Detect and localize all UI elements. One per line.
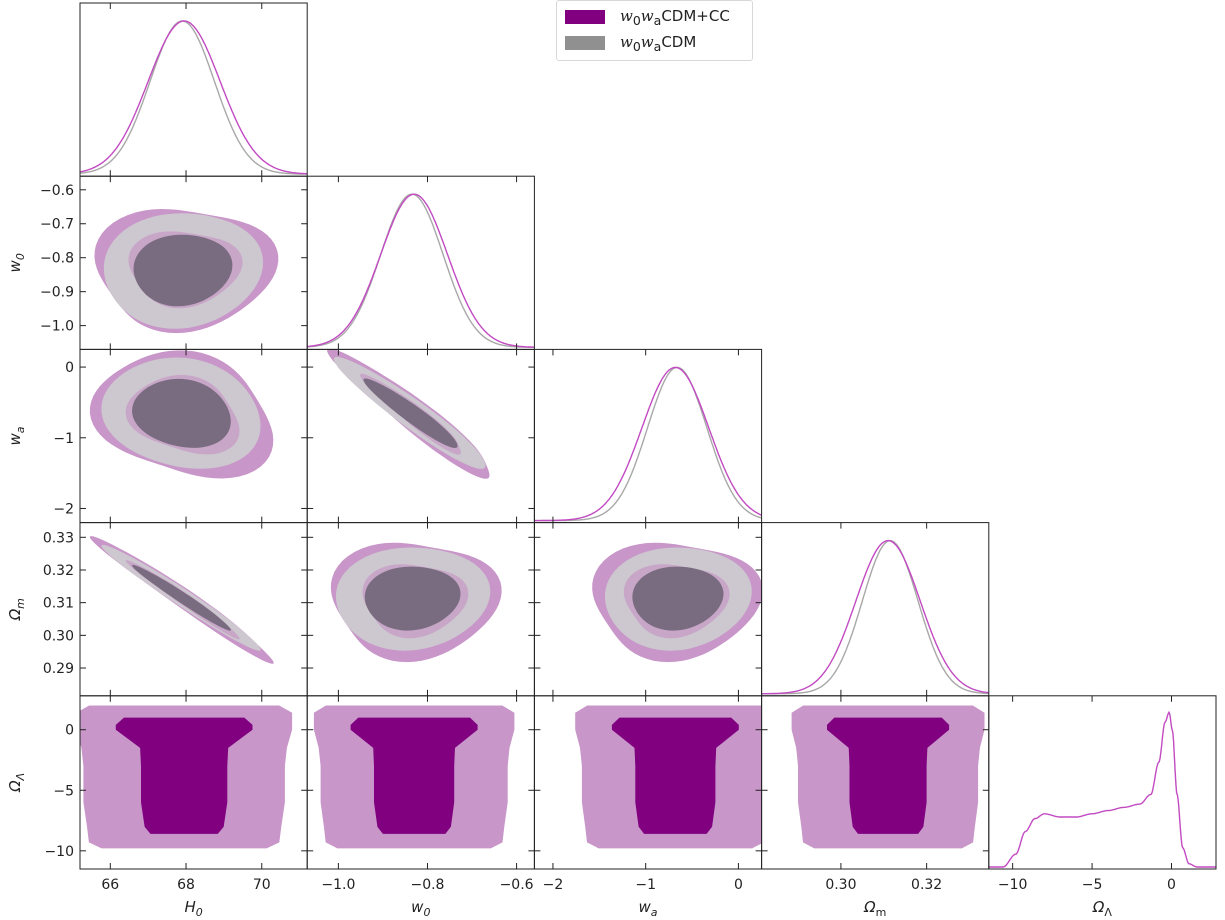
legend-label-cc: w0waCDM+CC xyxy=(620,6,730,28)
x-tick-label-wa: −1 xyxy=(635,877,656,893)
x-tick-label-H0: 70 xyxy=(253,877,271,893)
x-tick-label-OL: −5 xyxy=(1082,877,1103,893)
x-tick-label-wa: 0 xyxy=(734,877,743,893)
x-axis-label-w0: w0 xyxy=(411,898,430,919)
marginal-curve-w0waCDM+CC xyxy=(534,366,762,522)
contour-Om-vs-w0 xyxy=(330,542,502,663)
contour-w0-vs-H0 xyxy=(94,209,279,334)
ticks-layer xyxy=(80,3,1173,869)
legend-item-cc: w0waCDM+CC xyxy=(565,6,730,28)
x-axis-label-sub: 0 xyxy=(423,906,430,919)
x-tick-label-Om: 0.32 xyxy=(911,877,942,893)
legend-item-base: w0waCDM xyxy=(565,32,697,54)
marginal-curve-w0waCDM xyxy=(307,193,535,348)
y-tick-label-Om: 0.33 xyxy=(43,530,74,546)
x-axis-label-Om: Ωm xyxy=(863,898,886,919)
contour-Om-vs-wa xyxy=(592,542,762,663)
frames-layer xyxy=(79,2,1217,870)
y-tick-label-wa: −1 xyxy=(53,431,74,447)
x-tick-label-OL: 0 xyxy=(1167,877,1176,893)
y-tick-label-OL: 0 xyxy=(65,723,74,739)
y-tick-label-wa: −2 xyxy=(53,501,74,517)
contour-wa-vs-H0 xyxy=(89,350,274,479)
contour-68-w0waCDM xyxy=(133,234,233,307)
x-tick-label-OL: −10 xyxy=(998,877,1028,893)
marginal-curve-w0waCDM+CC xyxy=(80,20,308,175)
marginal-curve-w0waCDM+CC xyxy=(307,193,535,348)
contour-68-w0waCDM xyxy=(132,564,231,631)
y-tick-label-w0: −0.9 xyxy=(40,285,74,301)
y-tick-label-Om: 0.30 xyxy=(43,628,74,644)
marginal-curve-w0waCDM xyxy=(534,366,762,522)
x-axis-label-sub: a xyxy=(651,906,658,919)
y-tick-label-OL: −10 xyxy=(44,844,74,860)
x-axis-label-H0: H0 xyxy=(184,898,202,919)
contour-OL-vs-H0 xyxy=(80,705,293,849)
contour-OL-vs-w0 xyxy=(313,705,515,849)
x-axis-label-wa: wa xyxy=(638,898,657,919)
contour-OL-vs-Om xyxy=(791,705,985,849)
y-tick-label-w0: −0.8 xyxy=(40,251,74,267)
contour-68-w0waCDM+CC xyxy=(827,717,950,834)
panel-frame-w0-w0 xyxy=(306,175,535,350)
y-axis-label-sub: 0 xyxy=(14,253,27,260)
contour-wa-vs-w0 xyxy=(327,349,490,479)
y-axis-label-sub: Λ xyxy=(14,773,27,782)
y-tick-label-Om: 0.32 xyxy=(43,563,74,579)
x-tick-label-w0: −1.0 xyxy=(321,877,355,893)
legend-label-base: w0waCDM xyxy=(620,32,697,54)
legend-swatch-base xyxy=(565,36,605,50)
x-tick-label-wa: −2 xyxy=(543,877,564,893)
contour-68-w0waCDM xyxy=(632,566,724,631)
marginal-curve-w0waCDM+CC xyxy=(988,710,1216,868)
contour-68-w0waCDM+CC xyxy=(611,717,739,834)
contour-68-w0waCDM xyxy=(363,378,458,448)
contour-OL-vs-wa xyxy=(575,705,762,849)
x-tick-label-H0: 68 xyxy=(177,877,195,893)
contour-68-w0waCDM+CC xyxy=(350,717,478,834)
x-tick-label-w0: −0.6 xyxy=(500,877,534,893)
y-tick-label-w0: −1.0 xyxy=(40,319,74,335)
marginal-curve-w0waCDM xyxy=(80,20,308,175)
x-tick-label-H0: 66 xyxy=(101,877,119,893)
contour-68-w0waCDM xyxy=(364,566,461,631)
contour-Om-vs-H0 xyxy=(89,536,274,664)
y-axis-label-wa: wa xyxy=(6,426,27,445)
panel-frame-OL-OL xyxy=(988,695,1217,870)
contour-68-w0waCDM xyxy=(132,378,231,448)
legend-swatch-cc xyxy=(565,10,605,24)
panel-frame-wa-wa xyxy=(533,348,763,524)
legend: w0waCDM+CC w0waCDM xyxy=(556,0,753,61)
y-axis-label-sub: m xyxy=(14,598,27,609)
marginal-Om xyxy=(761,539,989,695)
x-axis-label-sub: m xyxy=(876,906,887,919)
x-axis-label-sub: Λ xyxy=(1104,906,1112,919)
marginal-curve-w0waCDM+CC xyxy=(761,539,989,695)
y-axis-label-w0: w0 xyxy=(6,253,27,272)
panel-frame-Om-Om xyxy=(761,522,990,697)
marginal-wa xyxy=(534,366,762,522)
y-tick-label-wa: 0 xyxy=(65,360,74,376)
y-tick-label-Om: 0.31 xyxy=(43,596,74,612)
panels-layer xyxy=(80,20,1216,868)
y-tick-label-OL: −5 xyxy=(53,783,74,799)
marginal-w0 xyxy=(307,193,535,348)
marginal-curve-w0waCDM xyxy=(761,539,989,695)
y-axis-label-Om: Ωm xyxy=(6,598,27,621)
y-tick-label-w0: −0.6 xyxy=(40,183,74,199)
y-axis-label-OL: ΩΛ xyxy=(6,773,27,793)
x-tick-label-Om: 0.30 xyxy=(825,877,856,893)
y-tick-label-w0: −0.7 xyxy=(40,217,74,233)
marginal-OL xyxy=(988,710,1216,868)
x-axis-label-sub: 0 xyxy=(196,906,203,919)
marginal-H0 xyxy=(80,20,308,175)
contour-68-w0waCDM+CC xyxy=(115,717,253,834)
y-axis-label-sub: a xyxy=(14,426,27,433)
x-tick-label-w0: −0.8 xyxy=(410,877,444,893)
y-tick-label-Om: 0.29 xyxy=(43,661,74,677)
x-axis-label-OL: ΩΛ xyxy=(1092,898,1112,919)
